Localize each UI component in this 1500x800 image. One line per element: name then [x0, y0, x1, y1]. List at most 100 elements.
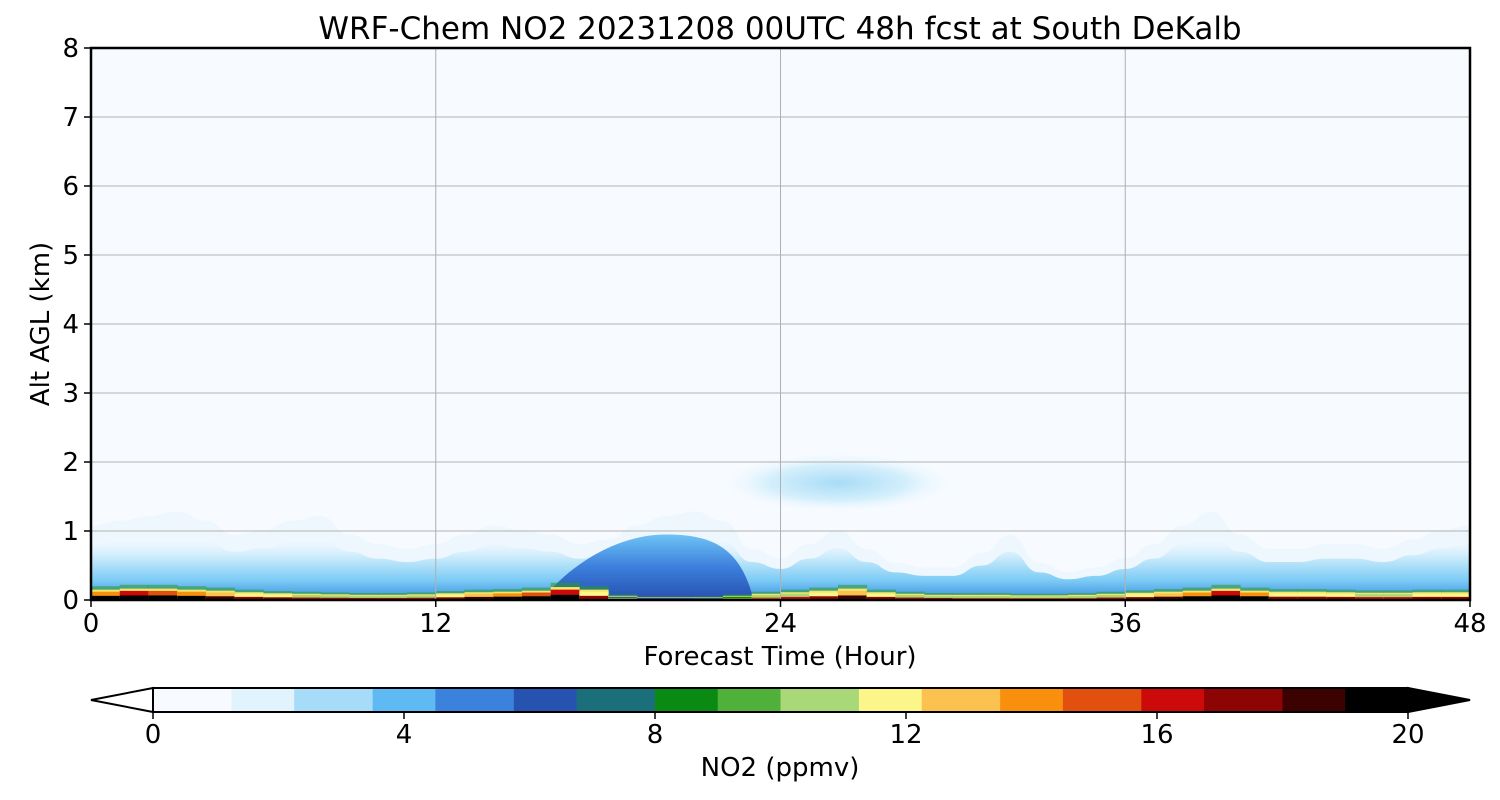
- mixed-layer-plume: [550, 534, 752, 600]
- colorbar-segment: [1000, 688, 1017, 712]
- colorbar-segment: [1031, 688, 1048, 712]
- colorbar-segment: [1376, 688, 1393, 712]
- y-tick-label: 1: [62, 517, 79, 547]
- colorbar-segment: [482, 688, 499, 712]
- surface-base: [1268, 596, 1299, 600]
- colorbar-tick-label: 0: [145, 720, 162, 750]
- surface-base: [866, 596, 896, 600]
- x-tick-label: 0: [83, 609, 100, 639]
- x-tick-label: 12: [419, 609, 452, 639]
- colorbar-segment: [1251, 688, 1268, 712]
- colorbar-segment: [1219, 688, 1237, 712]
- colorbar-segment: [1360, 688, 1378, 712]
- colorbar-segment: [1109, 688, 1127, 712]
- surface-base: [177, 595, 207, 600]
- y-tick-label: 5: [62, 241, 79, 271]
- colorbar-segment: [560, 688, 578, 712]
- surface-base: [91, 595, 121, 600]
- surface-base: [1297, 596, 1327, 600]
- surface-base: [1383, 597, 1414, 600]
- colorbar-segment: [498, 688, 515, 712]
- colorbar-segment: [309, 688, 327, 712]
- x-tick-label: 48: [1453, 609, 1486, 639]
- colorbar-segment: [1047, 688, 1064, 712]
- surface-base: [1240, 596, 1270, 600]
- colorbar-tick-label: 8: [647, 720, 664, 750]
- x-tick-label: 24: [764, 609, 797, 639]
- colorbar-segment: [435, 688, 452, 712]
- surface-base: [205, 596, 236, 600]
- surface-base: [119, 595, 149, 600]
- y-tick-label: 4: [62, 310, 79, 340]
- colorbar-max-extend: [1407, 686, 1471, 714]
- colorbar-segment: [733, 688, 750, 712]
- colorbar-tick-label: 20: [1391, 720, 1424, 750]
- y-tick-label: 8: [62, 34, 79, 64]
- surface-core: [1010, 596, 1040, 600]
- surface-base: [435, 597, 465, 600]
- surface-base: [1412, 596, 1442, 600]
- colorbar-segment: [294, 688, 311, 712]
- colorbar-segment: [1157, 688, 1174, 712]
- chart-title: WRF-Chem NO2 20231208 00UTC 48h fcst at …: [318, 11, 1241, 47]
- colorbar-segment: [1094, 688, 1111, 712]
- surface-base: [1125, 597, 1155, 600]
- colorbar-segment: [1141, 688, 1158, 712]
- colorbar-segment: [953, 688, 970, 712]
- colorbar-segment: [1188, 688, 1205, 712]
- colorbar-segment: [717, 688, 735, 712]
- surface-base: [1182, 596, 1212, 600]
- colorbar-segment: [843, 688, 860, 712]
- colorbar-segment: [341, 688, 358, 712]
- surface-base: [1211, 595, 1241, 600]
- colorbar-ticks: 0 4 8 12 16 20: [145, 712, 1425, 750]
- colorbar-segment: [874, 688, 891, 712]
- y-tick-label: 2: [62, 448, 79, 478]
- colorbar-segment: [278, 688, 295, 712]
- colorbar-segment: [906, 688, 923, 712]
- colorbar-segment: [388, 688, 405, 712]
- surface-base: [521, 596, 552, 600]
- y-tick-label: 3: [62, 379, 79, 409]
- colorbar-segment: [780, 688, 797, 712]
- x-axis-label: Forecast Time (Hour): [643, 642, 916, 672]
- colorbar-segment: [1015, 688, 1033, 712]
- y-axis-ticks: 0 1 2 3 4 5 6 7 8: [62, 34, 91, 616]
- colorbar-segment: [1062, 688, 1080, 712]
- colorbar-segment: [262, 688, 280, 712]
- colorbar-segment: [811, 688, 829, 712]
- colorbar-label: NO2 (ppmv): [701, 753, 860, 783]
- colorbar-segment: [372, 688, 389, 712]
- surface-base: [234, 596, 264, 600]
- colorbar-segment: [466, 688, 484, 712]
- colorbar-segment: [827, 688, 844, 712]
- colorbar-segment: [1329, 688, 1346, 712]
- colorbar-frame: [152, 687, 1409, 713]
- colorbar-segment: [764, 688, 782, 712]
- colorbar-segment: [937, 688, 954, 712]
- colorbar-segment: [529, 688, 546, 712]
- colorbar-segment: [215, 688, 233, 712]
- colorbar-segment: [968, 688, 986, 712]
- surface-base: [1355, 597, 1385, 600]
- colorbar-segment: [153, 688, 170, 712]
- colorbar-segment: [1282, 688, 1299, 712]
- surface-core: [435, 594, 465, 600]
- surface-base: [493, 596, 523, 600]
- colorbar-segment: [702, 688, 719, 712]
- surface-base: [1153, 596, 1184, 600]
- colorbar-segment: [686, 688, 703, 712]
- colorbar-segment: [749, 688, 766, 712]
- colorbar-segment: [1392, 688, 1409, 712]
- colorbar-segment: [984, 688, 1001, 712]
- surface-base: [579, 595, 609, 600]
- y-tick-label: 0: [62, 586, 79, 616]
- colorbar-tick-label: 4: [396, 720, 413, 750]
- colorbar-min-extend: [90, 686, 154, 714]
- colorbar-segment: [1313, 688, 1331, 712]
- colorbar-segment: [623, 688, 640, 712]
- colorbar-segment: [1235, 688, 1252, 712]
- surface-base: [837, 595, 868, 600]
- colorbar-segment: [325, 688, 342, 712]
- surface-base: [809, 596, 839, 600]
